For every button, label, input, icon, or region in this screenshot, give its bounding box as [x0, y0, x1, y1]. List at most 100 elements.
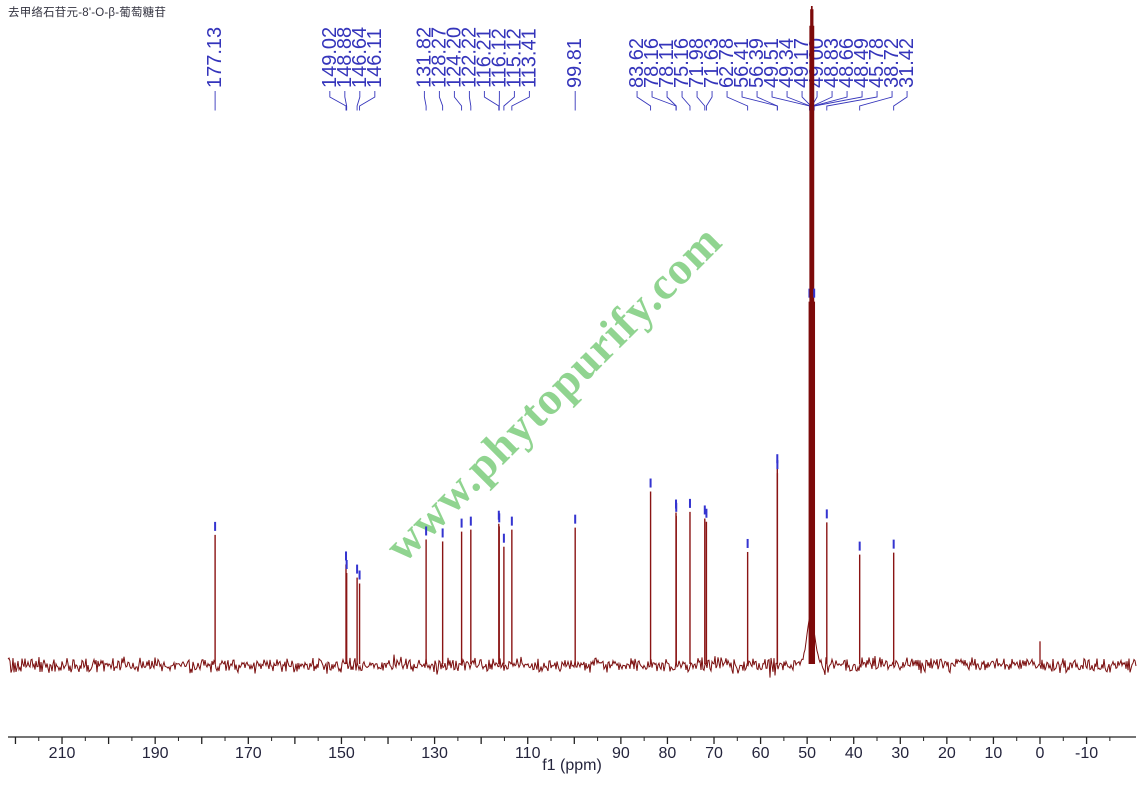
peak-pick-tick	[441, 528, 444, 538]
x-axis-tick-label: 40	[845, 745, 863, 762]
x-axis-tick-label: 170	[235, 745, 262, 762]
peak-label: 31.42	[896, 38, 918, 88]
peak-label: 122.22	[458, 27, 480, 88]
x-axis-tick-label: 30	[891, 745, 909, 762]
peak-leader-line	[344, 91, 348, 111]
peak-label: 99.81	[564, 38, 586, 88]
peak-pick-tick	[703, 505, 706, 515]
peak-label: 148.88	[334, 27, 356, 88]
x-axis-tick-label: 130	[421, 745, 448, 762]
x-axis-tick-label: 110	[515, 745, 541, 762]
peak-leader-line	[511, 91, 530, 111]
peak-leader-line	[696, 91, 706, 111]
x-axis-tick-label: 210	[49, 745, 76, 762]
peak-label: 146.64	[349, 27, 371, 88]
peak-leader-line	[468, 91, 472, 111]
sample-title: 去甲络石苷元-8'-O-β-葡萄糖苷	[8, 7, 167, 19]
peak-label: 48.83	[821, 38, 843, 88]
peak-leader-line	[359, 91, 376, 111]
x-axis-tick-label: 190	[142, 745, 169, 762]
x-axis-tick-label: 50	[798, 745, 816, 762]
x-axis-tick-label: 150	[328, 745, 355, 762]
peak-leader-line	[423, 91, 427, 111]
peak-label: 56.41	[731, 38, 753, 88]
peak-leader-line	[681, 91, 691, 111]
peak-pick-tick	[705, 508, 708, 518]
peak-label: 38.72	[881, 38, 903, 88]
peak-leader-line	[705, 91, 713, 111]
peak-label: 113.41	[518, 28, 540, 88]
peak-pick-tick	[498, 513, 501, 523]
peak-pick-tick	[460, 518, 463, 528]
peak-pick-tick	[813, 288, 816, 298]
noise-trace	[7, 612, 1137, 678]
peak-label: 78.16	[641, 38, 663, 88]
x-axis-tick-label: 80	[659, 745, 677, 762]
peak-label: 62.78	[716, 38, 738, 88]
peak-pick-tick	[358, 570, 361, 580]
x-axis-tick-label: 90	[612, 745, 630, 762]
peak-label: 49.17	[791, 38, 813, 88]
peak-label: 49.34	[776, 38, 798, 88]
peak-pick-tick	[425, 526, 428, 536]
peak-leader-line	[893, 91, 908, 111]
peak-label: 116.12	[488, 28, 510, 88]
peak-pick-tick	[776, 460, 779, 470]
peak-label: 48.49	[851, 38, 873, 88]
peak-leader-line	[438, 91, 444, 111]
peak-label: 131.82	[413, 27, 435, 88]
x-axis-tick-label: 0	[1036, 745, 1045, 762]
peak-leader-line	[859, 91, 893, 111]
peak-pick-tick	[356, 564, 359, 574]
peak-label: 115.12	[503, 28, 525, 88]
peak-label: 71.98	[686, 38, 708, 88]
peak-leader-line	[636, 91, 652, 111]
x-axis-title: f1 (ppm)	[542, 757, 602, 774]
peak-pick-tick	[776, 454, 779, 464]
peak-pick-tick	[688, 498, 691, 508]
peak-pick-tick	[675, 502, 678, 512]
peak-pick-tick	[469, 516, 472, 526]
x-axis-tick-label: 20	[938, 745, 956, 762]
peak-pick-tick	[892, 539, 895, 549]
peak-leader-line	[786, 91, 811, 111]
peak-leader-line	[666, 91, 677, 111]
peak-label: 128.27	[428, 27, 450, 88]
peak-label: 56.39	[746, 38, 768, 88]
peak-label: 124.20	[443, 27, 465, 88]
peak-label: 45.78	[866, 38, 888, 88]
peak-leader-line	[356, 91, 361, 111]
peak-pick-tick	[345, 559, 348, 569]
peak-label: 177.13	[204, 27, 226, 88]
peak-pick-tick	[502, 533, 505, 543]
peak-pick-tick	[825, 509, 828, 519]
peak-label: 116.21	[473, 28, 495, 88]
peak-label: 146.11	[364, 28, 386, 88]
peak-label: 48.66	[836, 38, 858, 88]
peak-leader-line	[503, 91, 515, 111]
peak-leader-line	[726, 91, 749, 111]
peak-leader-line	[812, 91, 833, 111]
x-axis-tick-label: 10	[985, 745, 1003, 762]
peak-label: 149.02	[319, 27, 341, 88]
peak-leader-line	[756, 91, 778, 111]
peak-pick-tick	[574, 514, 577, 524]
peak-label: 78.11	[656, 39, 678, 88]
peak-pick-tick	[746, 538, 749, 548]
peak-leader-line	[453, 91, 463, 111]
peak-pick-tick	[214, 521, 217, 531]
x-axis-tick-label: 70	[705, 745, 723, 762]
peak-pick-tick	[649, 478, 652, 488]
x-axis-tick-label: -10	[1075, 745, 1098, 762]
peak-pick-tick	[345, 551, 348, 561]
peak-leader-line	[329, 91, 347, 111]
peak-leader-line	[651, 91, 677, 111]
peak-pick-tick	[858, 541, 861, 551]
peak-label: 49.51	[761, 38, 783, 88]
peak-label: 83.62	[626, 38, 648, 88]
peak-label: 75.16	[671, 38, 693, 88]
peak-label: 71.63	[701, 38, 723, 88]
peak-leader-line	[483, 91, 500, 111]
